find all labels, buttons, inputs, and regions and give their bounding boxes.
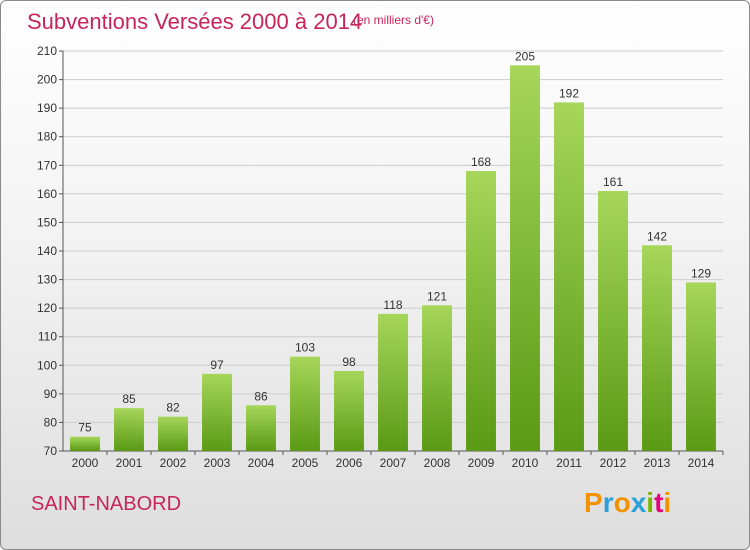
data-label: 142 [647, 229, 667, 243]
bar [466, 171, 496, 451]
x-tick-label: 2010 [512, 456, 539, 470]
y-tick-label: 110 [38, 330, 57, 344]
bar [334, 371, 364, 451]
data-label: 97 [210, 358, 224, 372]
commune-name: SAINT-NABORD [31, 493, 182, 515]
y-tick-label: 140 [37, 244, 57, 258]
data-labels: 75 85 82 97 86 103 98 118 121 168 205 192 161 142 129 [78, 49, 711, 434]
y-tick-label: 180 [37, 130, 57, 144]
y-tick-label: 80 [44, 415, 58, 429]
logo-letter: x [630, 487, 647, 518]
bar [642, 245, 672, 451]
y-tick-label: 160 [37, 187, 57, 201]
x-tick-label: 2000 [72, 456, 99, 470]
y-tick-label: 90 [44, 387, 58, 401]
bar [158, 416, 188, 451]
x-tick-label: 2012 [600, 456, 627, 470]
bars [70, 65, 716, 452]
x-tick-label: 2011 [556, 456, 582, 470]
logo-letter: i [663, 487, 672, 518]
x-tick-label: 2003 [204, 456, 231, 470]
bar [246, 405, 276, 451]
logo-letter: i [646, 487, 655, 518]
y-tick-label: 200 [37, 73, 57, 87]
bar [598, 191, 628, 451]
y-tick-label: 70 [44, 444, 58, 458]
data-label: 168 [471, 155, 491, 169]
data-label: 85 [122, 392, 136, 406]
x-tick-label: 2009 [468, 456, 495, 470]
data-label: 121 [427, 289, 447, 303]
logo-letter: t [654, 487, 664, 518]
bar [70, 436, 100, 451]
chart-subtitle: (en milliers d'€) [353, 13, 434, 27]
bar [686, 282, 716, 451]
y-tick-label: 150 [37, 215, 57, 229]
data-label: 118 [383, 298, 402, 312]
data-label: 129 [691, 266, 711, 280]
data-label: 103 [295, 341, 315, 355]
x-tick-label: 2001 [116, 456, 143, 470]
chart-title: Subventions Versées 2000 à 2014 [27, 9, 363, 34]
x-tick-label: 2014 [688, 456, 715, 470]
bar [202, 373, 232, 451]
y-tick-labels: 70 80 90 100 110 120 130 140 150 160 170 180 190 200 2… [37, 44, 57, 458]
y-tick-label: 170 [37, 158, 57, 172]
bar [554, 102, 584, 451]
logo-letter: o [613, 487, 631, 518]
y-tick-label: 130 [37, 273, 57, 287]
bar [114, 408, 144, 451]
x-tick-label: 2004 [248, 456, 275, 470]
data-label: 98 [342, 355, 356, 369]
y-tick-label: 120 [37, 301, 57, 315]
x-tick-label: 2008 [424, 456, 451, 470]
x-tick-label: 2007 [380, 456, 407, 470]
x-tick-label: 2005 [292, 456, 319, 470]
bar [290, 356, 320, 451]
data-label: 205 [515, 49, 535, 63]
bar [422, 305, 452, 451]
data-label: 82 [166, 401, 180, 415]
logo-letter: r [602, 487, 614, 518]
x-tick-label: 2002 [160, 456, 187, 470]
data-label: 86 [254, 389, 268, 403]
data-label: 161 [603, 175, 623, 189]
x-tick-label: 2006 [336, 456, 363, 470]
data-label: 75 [78, 421, 92, 435]
bar [510, 65, 540, 452]
x-tick-label: 2013 [644, 456, 671, 470]
bar [378, 313, 408, 451]
y-tick-label: 100 [37, 358, 57, 372]
proxiti-logo[interactable]: Proxiti [584, 487, 671, 519]
y-tick-label: 210 [37, 44, 57, 58]
data-label: 192 [559, 86, 579, 100]
y-tick-label: 190 [37, 101, 57, 115]
x-tick-labels: 2000 2001 2002 2003 2004 2005 2006 2007 2008 2009… [72, 456, 715, 470]
logo-letter: P [584, 487, 603, 518]
